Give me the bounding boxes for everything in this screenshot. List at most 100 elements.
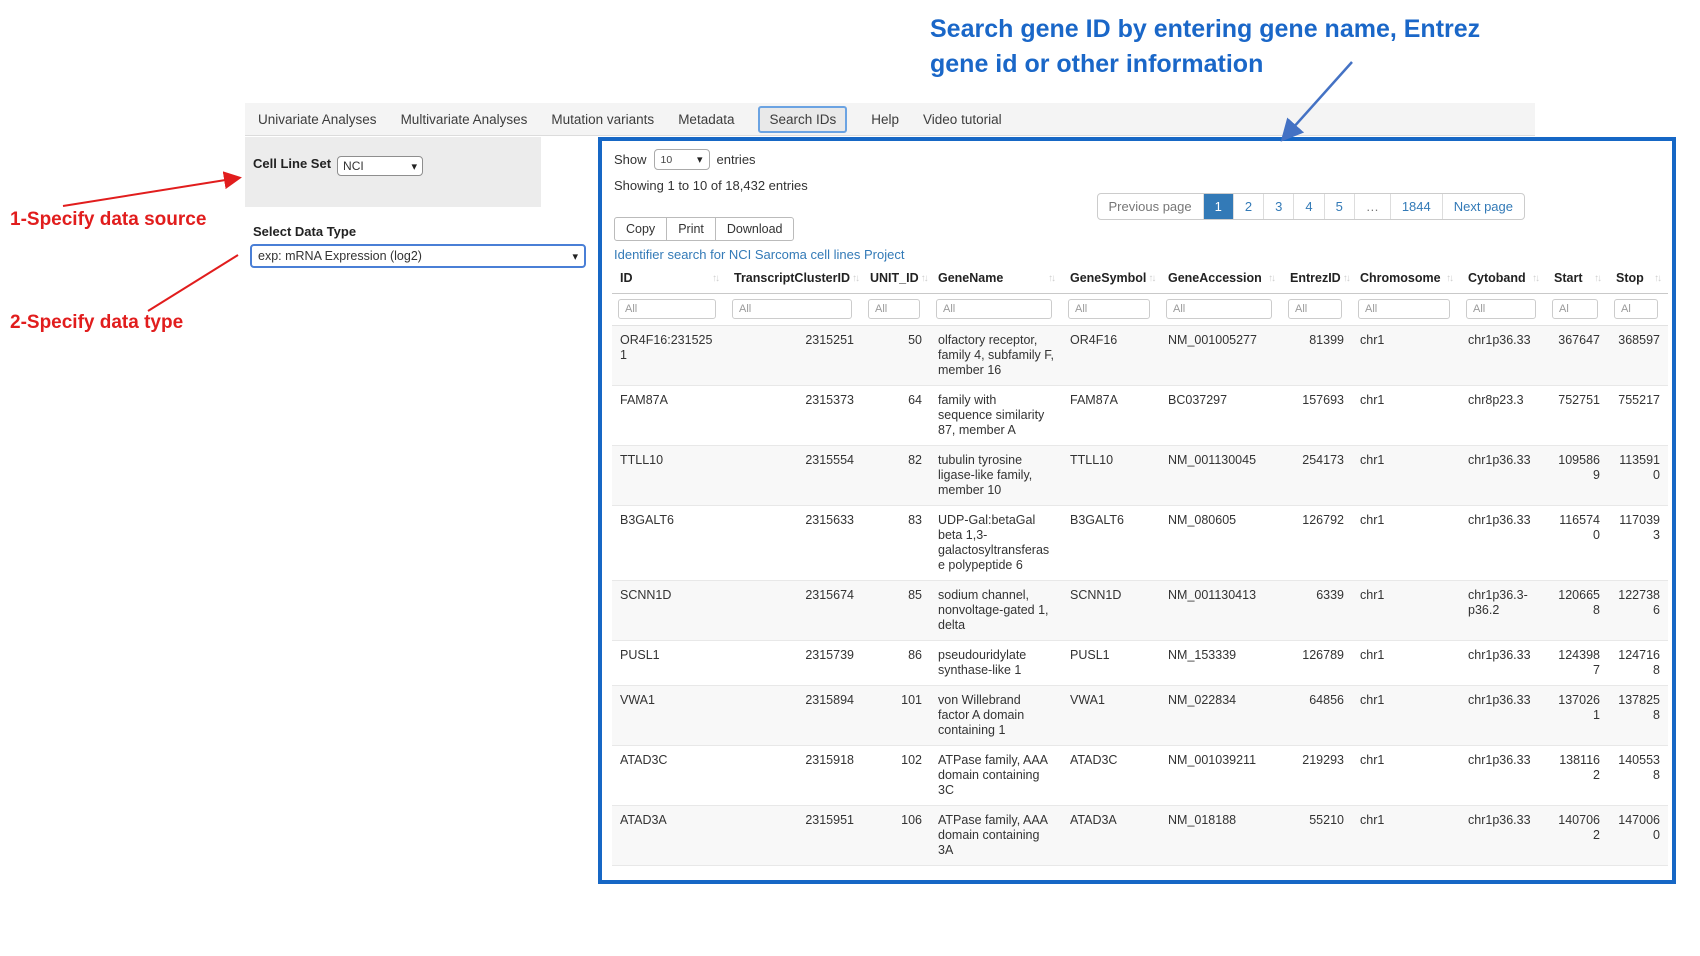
export-buttons: Copy Print Download <box>614 217 795 241</box>
cell-chromosome: chr1 <box>1352 745 1460 806</box>
column-header-cytoband[interactable]: Cytoband ↑↓ <box>1460 265 1546 294</box>
filter-cell <box>862 293 930 326</box>
cell-line-set-select[interactable]: NCI ▾ <box>337 156 424 176</box>
cell-start: 1381162 <box>1546 745 1608 806</box>
pagination-page-5[interactable]: 5 <box>1323 194 1354 219</box>
cell-unit-id: 85 <box>862 580 930 641</box>
cell-entrezid: 254173 <box>1282 445 1352 506</box>
cell-start: 1165740 <box>1546 505 1608 581</box>
table-row: VWA1 2315894 101 von Willebrand factor A do… <box>612 685 1668 746</box>
filter-input-stop[interactable] <box>1614 299 1658 319</box>
column-header-wrap: Start ↑↓ <box>1554 271 1602 285</box>
column-label: Cytoband <box>1468 271 1526 285</box>
copy-button[interactable]: Copy <box>614 217 668 241</box>
cell-id: ATAD3A <box>612 805 726 866</box>
pagination-next[interactable]: Next page <box>1441 194 1524 219</box>
tab-video-tutorial[interactable]: Video tutorial <box>923 111 1002 127</box>
filter-input-cytoband[interactable] <box>1466 299 1536 319</box>
column-label: TranscriptClusterID <box>734 271 851 285</box>
gene-table-wrap: ID ↑↓ TranscriptClusterID ↑↓ UNIT_ID ↑↓ GeneNa… <box>612 265 1668 866</box>
tab-metadata[interactable]: Metadata <box>678 111 735 127</box>
nav-tabs: Univariate Analyses Multivariate Analyses… <box>245 103 1535 136</box>
cell-genename: family with sequence similarity 87, memb… <box>930 385 1062 446</box>
column-header-unit-id[interactable]: UNIT_ID ↑↓ <box>862 265 930 294</box>
annotation-search-note-line1: Search gene ID by entering gene name, En… <box>930 15 1481 43</box>
data-type-select[interactable]: exp: mRNA Expression (log2) ▾ <box>250 244 586 268</box>
page-length-select[interactable]: 10 ▾ <box>653 149 710 170</box>
download-button[interactable]: Download <box>714 217 795 241</box>
column-header-genename[interactable]: GeneName ↑↓ <box>930 265 1062 294</box>
chevron-down-icon: ▾ <box>411 160 418 173</box>
cell-chromosome: chr1 <box>1352 445 1460 506</box>
filter-input-unit-id[interactable] <box>868 299 920 319</box>
filter-input-id[interactable] <box>618 299 716 319</box>
cell-chromosome: chr1 <box>1352 325 1460 386</box>
column-header-id[interactable]: ID ↑↓ <box>612 265 726 294</box>
cell-entrezid: 64856 <box>1282 685 1352 746</box>
cell-geneaccession: BC037297 <box>1160 385 1282 446</box>
column-header-geneaccession[interactable]: GeneAccession ↑↓ <box>1160 265 1282 294</box>
sort-icon: ↑↓ <box>1594 272 1602 284</box>
column-label: GeneAccession <box>1168 271 1262 285</box>
column-header-stop[interactable]: Stop ↑↓ <box>1608 265 1668 294</box>
sort-icon: ↑↓ <box>1532 272 1540 284</box>
column-label: GeneSymbol <box>1070 271 1147 285</box>
cell-transcriptclusterid: 2315918 <box>726 745 862 806</box>
column-header-wrap: Stop ↑↓ <box>1616 271 1662 285</box>
column-header-wrap: UNIT_ID ↑↓ <box>870 271 929 285</box>
cell-start: 1407062 <box>1546 805 1608 866</box>
filter-cell <box>612 293 726 326</box>
cell-stop: 1135910 <box>1608 445 1668 506</box>
chevron-down-icon: ▾ <box>572 250 578 263</box>
filter-cell <box>1546 293 1608 326</box>
cell-genename: sodium channel, nonvoltage-gated 1, delt… <box>930 580 1062 641</box>
column-header-wrap: GeneSymbol ↑↓ <box>1070 271 1156 285</box>
pagination-previous[interactable]: Previous page <box>1108 199 1192 214</box>
filter-input-chromosome[interactable] <box>1358 299 1450 319</box>
cell-start: 1243987 <box>1546 640 1608 686</box>
filter-input-entrezid[interactable] <box>1288 299 1342 319</box>
tab-multivariate-analyses[interactable]: Multivariate Analyses <box>400 111 528 127</box>
cell-chromosome: chr1 <box>1352 505 1460 581</box>
cell-genesymbol: FAM87A <box>1062 385 1160 446</box>
cell-start: 1095869 <box>1546 445 1608 506</box>
cell-genename: ATPase family, AAA domain containing 3C <box>930 745 1062 806</box>
column-header-transcriptclusterid[interactable]: TranscriptClusterID ↑↓ <box>726 265 862 294</box>
pagination-page-3[interactable]: 3 <box>1263 194 1293 219</box>
pagination-page-2[interactable]: 2 <box>1232 194 1263 219</box>
cell-stop: 1378258 <box>1608 685 1668 746</box>
table-row: TTLL10 2315554 82 tubulin tyrosine ligase-l… <box>612 445 1668 506</box>
filter-input-genename[interactable] <box>936 299 1052 319</box>
filter-input-genesymbol[interactable] <box>1068 299 1150 319</box>
cell-entrezid: 81399 <box>1282 325 1352 386</box>
tab-mutation-variants[interactable]: Mutation variants <box>551 111 655 127</box>
pagination-page-4[interactable]: 4 <box>1293 194 1323 219</box>
tab-help[interactable]: Help <box>871 111 900 127</box>
tab-search-ids[interactable]: Search IDs <box>758 105 848 133</box>
cell-transcriptclusterid: 2315894 <box>726 685 862 746</box>
pagination-page-1844[interactable]: 1844 <box>1389 194 1442 219</box>
cell-genesymbol: ATAD3C <box>1062 745 1160 806</box>
print-button[interactable]: Print <box>666 217 716 241</box>
cell-genesymbol: ATAD3A <box>1062 805 1160 866</box>
identifier-search-link[interactable]: Identifier search for NCI Sarcoma cell l… <box>614 247 905 262</box>
cell-stop: 1405538 <box>1608 745 1668 806</box>
column-header-start[interactable]: Start ↑↓ <box>1546 265 1608 294</box>
pagination-page-1[interactable]: 1 <box>1202 194 1233 219</box>
cell-cytoband: chr1p36.33 <box>1460 640 1546 686</box>
filter-input-start[interactable] <box>1552 299 1598 319</box>
tab-univariate-analyses[interactable]: Univariate Analyses <box>258 111 377 127</box>
column-header-genesymbol[interactable]: GeneSymbol ↑↓ <box>1062 265 1160 294</box>
header-row: ID ↑↓ TranscriptClusterID ↑↓ UNIT_ID ↑↓ GeneNa… <box>612 265 1668 294</box>
filter-cell <box>726 293 862 326</box>
cell-chromosome: chr1 <box>1352 805 1460 866</box>
cell-start: 367647 <box>1546 325 1608 386</box>
column-header-entrezid[interactable]: EntrezID ↑↓ <box>1282 265 1352 294</box>
column-header-wrap: Chromosome ↑↓ <box>1360 271 1454 285</box>
filter-input-transcriptclusterid[interactable] <box>732 299 852 319</box>
filter-input-geneaccession[interactable] <box>1166 299 1272 319</box>
column-header-chromosome[interactable]: Chromosome ↑↓ <box>1352 265 1460 294</box>
sort-icon: ↑↓ <box>1048 272 1056 284</box>
cell-chromosome: chr1 <box>1352 385 1460 446</box>
